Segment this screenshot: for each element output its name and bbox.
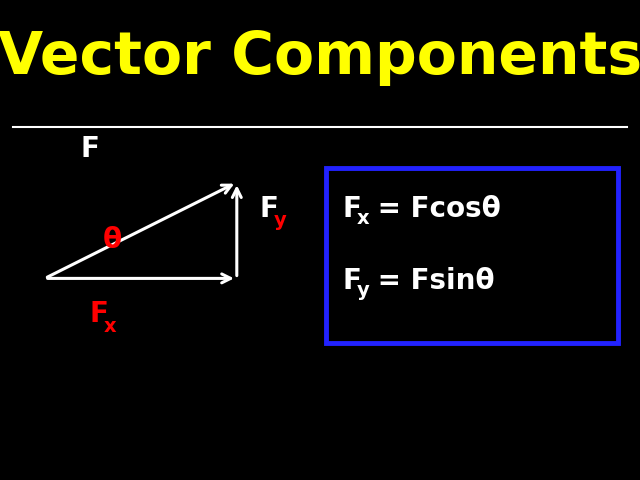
Text: y: y [273, 211, 286, 230]
Text: = Fcosθ: = Fcosθ [368, 195, 500, 223]
Text: = Fsinθ: = Fsinθ [368, 267, 495, 295]
Text: x: x [104, 317, 116, 336]
Text: F: F [90, 300, 108, 328]
Text: y: y [357, 281, 370, 300]
Text: F: F [259, 195, 278, 223]
Text: F: F [342, 267, 361, 295]
Text: Vector Components: Vector Components [0, 29, 640, 86]
Text: θ: θ [102, 226, 122, 254]
Text: F: F [342, 195, 361, 223]
Text: x: x [357, 209, 370, 228]
Text: F: F [80, 135, 99, 163]
